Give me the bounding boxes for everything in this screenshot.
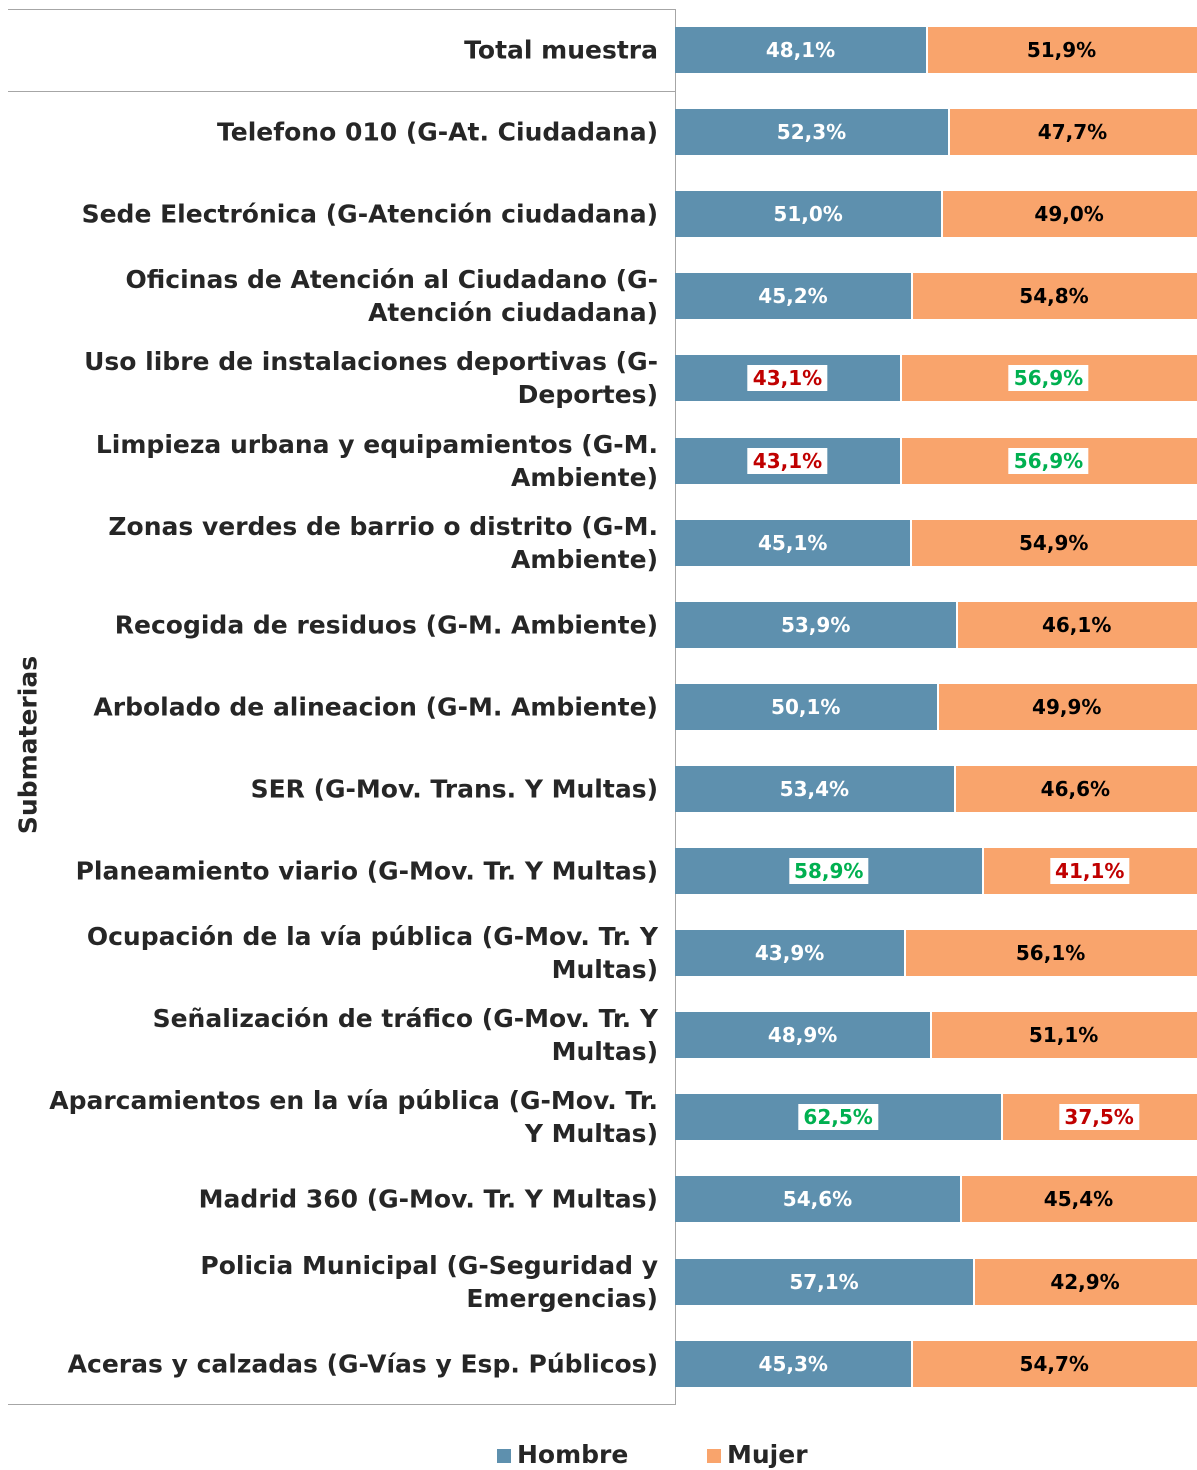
category-label: SER (G-Mov. Trans. Y Multas)	[250, 774, 658, 804]
value-label: 51,0%	[773, 202, 843, 227]
bar-segment	[675, 765, 954, 812]
category-label: Telefono 010 (G-At. Ciudadana)	[217, 117, 658, 147]
value-label: 43,1%	[747, 447, 828, 474]
value-label: 45,2%	[758, 284, 828, 309]
value-label: 51,9%	[1026, 38, 1097, 62]
bar-segment	[675, 930, 905, 977]
bar-segment	[675, 1340, 912, 1387]
value-label: 53,9%	[780, 612, 851, 637]
value-label: 43,1%	[747, 365, 828, 392]
bar-segment	[675, 601, 957, 648]
value-label: 54,8%	[1019, 284, 1089, 309]
bar-segment	[913, 1340, 1197, 1387]
bar-segment	[675, 1258, 974, 1305]
bar-segment	[938, 683, 1197, 730]
category-label: Uso libre de instalaciones deportivas (G…	[84, 347, 658, 410]
value-label: 47,7%	[1037, 120, 1108, 145]
category-label: Arbolado de alineacion (G-M. Ambiente)	[93, 692, 658, 722]
category-label: Ocupación de la vía pública (G-Mov. Tr. …	[86, 922, 658, 985]
value-label: 45,3%	[758, 1351, 828, 1376]
legend-label: Mujer	[727, 1440, 808, 1469]
value-label: 49,9%	[1032, 694, 1102, 719]
legend-swatch	[707, 1449, 721, 1463]
category-label: Total muestra	[464, 35, 658, 65]
bar-segment	[912, 519, 1197, 566]
bar-segment	[675, 109, 948, 156]
value-label: 46,6%	[1040, 776, 1111, 801]
value-label: 54,7%	[1019, 1351, 1089, 1376]
legend-swatch	[497, 1449, 511, 1463]
value-label: 48,9%	[767, 1023, 838, 1048]
value-label: 45,4%	[1043, 1187, 1114, 1212]
bar-segment	[675, 1176, 960, 1223]
bar-segment	[928, 27, 1197, 73]
value-label: 48,1%	[765, 38, 836, 62]
category-label: Recogida de residuos (G-M. Ambiente)	[114, 610, 658, 640]
value-label: 41,1%	[1050, 858, 1130, 884]
category-label: Sede Electrónica (G-Atención ciudadana)	[81, 199, 658, 229]
bar-segment	[675, 27, 927, 73]
value-label: 56,9%	[1008, 365, 1089, 392]
value-label: 42,9%	[1050, 1269, 1120, 1294]
bar-segment	[906, 930, 1197, 977]
value-label: 49,0%	[1034, 202, 1104, 227]
bar-segment	[912, 273, 1197, 320]
value-label: 50,1%	[771, 694, 841, 719]
value-label: 51,1%	[1028, 1023, 1099, 1048]
category-label: Limpieza urbana y equipamientos (G-M. Am…	[95, 429, 658, 492]
value-label: 45,1%	[758, 530, 828, 555]
value-label: 62,5%	[798, 1104, 878, 1131]
bar-segment	[675, 1012, 931, 1059]
value-label: 53,4%	[779, 776, 850, 801]
bar-segment	[932, 1012, 1197, 1059]
value-label: 54,9%	[1019, 530, 1089, 555]
bar-segment	[675, 273, 911, 320]
bar-segment	[675, 683, 937, 730]
bar-segment	[675, 519, 911, 566]
bar-segment	[958, 601, 1197, 648]
value-label: 46,1%	[1041, 612, 1112, 637]
axis-label: Submaterias	[13, 655, 43, 835]
value-label: 56,9%	[1008, 447, 1089, 474]
value-label: 54,6%	[782, 1187, 853, 1212]
value-label: 57,1%	[789, 1269, 859, 1294]
value-label: 58,9%	[789, 858, 869, 884]
bar-segment	[943, 191, 1197, 238]
frame-line	[8, 1404, 675, 1405]
bar-segment	[955, 765, 1197, 812]
frame-line	[8, 9, 675, 10]
value-label: 52,3%	[776, 120, 847, 145]
value-label: 37,5%	[1059, 1104, 1139, 1131]
category-label: Policia Municipal (G-Seguridad y Emergen…	[200, 1250, 658, 1313]
value-label: 43,9%	[754, 941, 825, 966]
value-label: 56,1%	[1015, 941, 1086, 966]
category-label: Madrid 360 (G-Mov. Tr. Y Multas)	[198, 1184, 658, 1214]
category-label: Aceras y calzadas (G-Vías y Esp. Público…	[67, 1349, 658, 1379]
category-label: Planeamiento viario (G-Mov. Tr. Y Multas…	[75, 856, 658, 886]
category-label: Zonas verdes de barrio o distrito (G-M. …	[108, 511, 658, 574]
category-label: Señalización de tráfico (G-Mov. Tr. Y Mu…	[152, 1004, 658, 1067]
category-label: Oficinas de Atención al Ciudadano (G-Ate…	[125, 265, 658, 328]
bar-segment	[975, 1258, 1197, 1305]
bar-segment	[675, 191, 942, 238]
bar-segment	[962, 1176, 1197, 1223]
category-label: Aparcamientos en la vía pública (G-Mov. …	[49, 1086, 658, 1149]
legend-label: Hombre	[517, 1440, 629, 1469]
frame-line	[8, 91, 675, 92]
bar-segment	[950, 109, 1197, 156]
